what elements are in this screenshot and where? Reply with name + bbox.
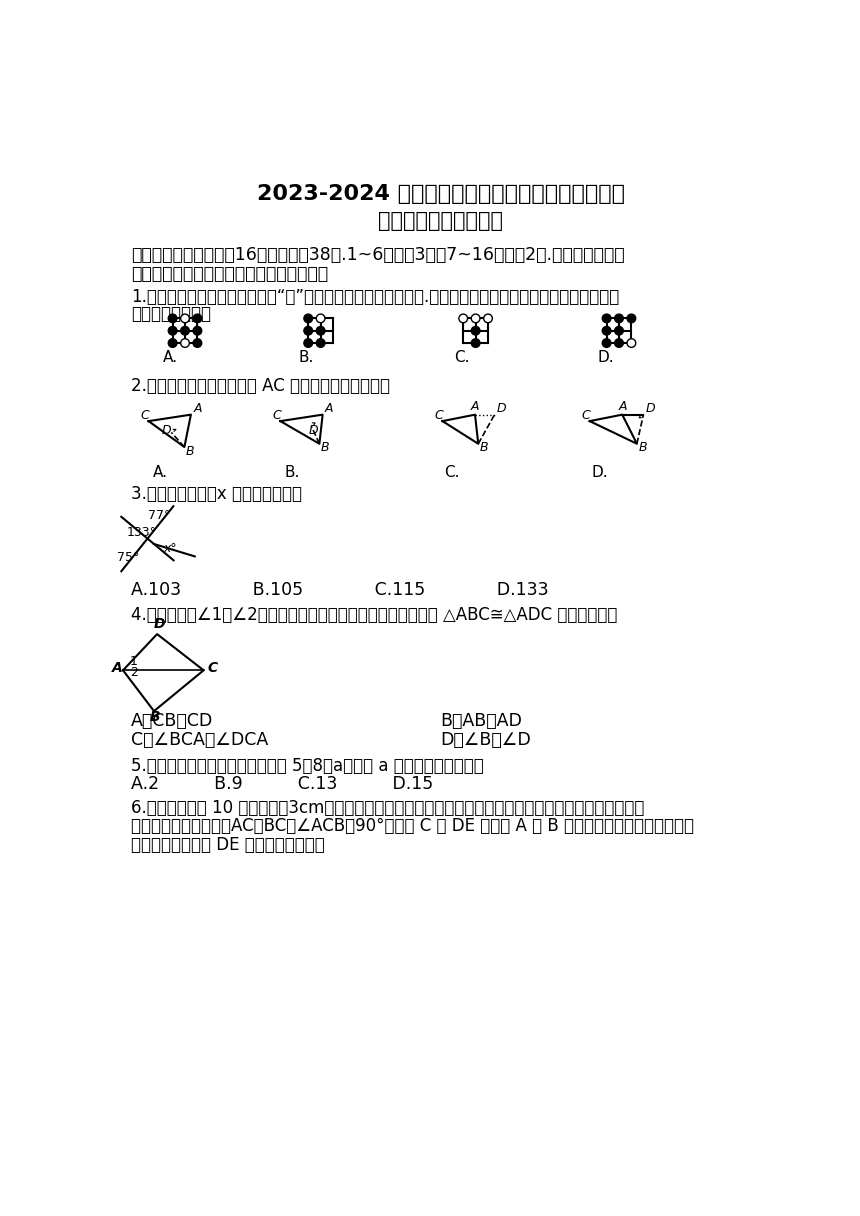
Text: 133°: 133° xyxy=(127,527,157,540)
Text: C.: C. xyxy=(444,466,459,480)
Text: D: D xyxy=(162,424,172,437)
Text: C.: C. xyxy=(454,350,470,365)
Text: B.: B. xyxy=(285,466,300,480)
Text: A.2          B.9          C.13          D.15: A.2 B.9 C.13 D.15 xyxy=(131,775,433,793)
Circle shape xyxy=(602,314,611,322)
Circle shape xyxy=(169,314,177,322)
Text: B: B xyxy=(321,441,329,455)
Circle shape xyxy=(471,326,480,336)
Text: D: D xyxy=(497,402,507,416)
Text: D: D xyxy=(154,617,165,631)
Text: 4.如图，已知∠1＝∠2，那么添加下列一个条件后，仍无法判定 △ABC≅△ADC 的是（　　）: 4.如图，已知∠1＝∠2，那么添加下列一个条件后，仍无法判定 △ABC≅△ADC… xyxy=(131,607,617,624)
Circle shape xyxy=(304,326,312,336)
Text: D．∠B＝∠D: D．∠B＝∠D xyxy=(440,731,531,749)
Text: 1: 1 xyxy=(130,655,138,668)
Circle shape xyxy=(316,314,325,322)
Circle shape xyxy=(471,314,480,322)
Text: B.: B. xyxy=(299,350,314,365)
Circle shape xyxy=(615,314,624,322)
Text: C: C xyxy=(273,409,281,422)
Circle shape xyxy=(181,339,189,348)
Text: 2.在下列图形中，正确画出 AC 边上的高的是（　　）: 2.在下列图形中，正确画出 AC 边上的高的是（ ） xyxy=(131,377,390,395)
Text: B: B xyxy=(638,441,647,455)
Text: B: B xyxy=(150,710,161,724)
Text: A.: A. xyxy=(163,350,178,365)
Text: x°: x° xyxy=(163,541,177,554)
Text: 四个选项中，只有一项是符合题目要求的）: 四个选项中，只有一项是符合题目要求的） xyxy=(131,265,328,283)
Text: C: C xyxy=(434,409,444,422)
Text: A: A xyxy=(194,402,202,416)
Text: A: A xyxy=(325,402,334,416)
Circle shape xyxy=(304,339,312,348)
Text: 八年级数学（人教版）: 八年级数学（人教版） xyxy=(378,212,503,231)
Circle shape xyxy=(316,339,325,348)
Text: 2: 2 xyxy=(130,665,138,679)
Circle shape xyxy=(627,339,636,348)
Text: C: C xyxy=(582,409,591,422)
Text: 一个等腰直角三角板（AC＝BC，∠ACB＝90°），点 C 在 DE 上，点 A 和 B 分别与木墙的顶端重合，则两: 一个等腰直角三角板（AC＝BC，∠ACB＝90°），点 C 在 DE 上，点 A… xyxy=(131,817,694,835)
Text: D: D xyxy=(309,423,318,437)
Text: B: B xyxy=(186,445,194,457)
Text: A.103             B.105             C.115             D.133: A.103 B.105 C.115 D.133 xyxy=(131,581,549,599)
Circle shape xyxy=(459,314,468,322)
Text: 3.下面的图形中，x 的就为（　　）: 3.下面的图形中，x 的就为（ ） xyxy=(131,485,302,502)
Circle shape xyxy=(181,314,189,322)
Circle shape xyxy=(304,314,312,322)
Circle shape xyxy=(615,326,624,336)
Circle shape xyxy=(169,326,177,336)
Circle shape xyxy=(602,326,611,336)
Text: B．AB＝AD: B．AB＝AD xyxy=(440,711,523,730)
Text: D.: D. xyxy=(598,350,614,365)
Text: A: A xyxy=(618,400,627,413)
Text: 77°: 77° xyxy=(148,510,170,523)
Circle shape xyxy=(193,314,202,322)
Text: C: C xyxy=(141,409,150,422)
Text: A.: A. xyxy=(153,466,169,480)
Circle shape xyxy=(483,314,493,322)
Circle shape xyxy=(193,326,202,336)
Text: C: C xyxy=(207,660,218,675)
Text: D.: D. xyxy=(591,466,608,480)
Circle shape xyxy=(316,326,325,336)
Text: A: A xyxy=(112,660,123,675)
Circle shape xyxy=(615,339,624,348)
Circle shape xyxy=(181,326,189,336)
Text: B: B xyxy=(480,441,488,455)
Text: 堵木墙之间的距离 DE 的长度为（　　）: 堵木墙之间的距离 DE 的长度为（ ） xyxy=(131,835,324,854)
Text: A: A xyxy=(471,400,480,413)
Text: 一、选择题（本大题全16个小题，全38分.1~6小题呅3分，7~16小题呅2分.在每小题给出的: 一、选择题（本大题全16个小题，全38分.1~6小题呅3分，7~16小题呅2分.… xyxy=(131,246,624,264)
Text: 2023-2024 学年度第一学期期中课堂教学质量检测: 2023-2024 学年度第一学期期中课堂教学质量检测 xyxy=(257,185,624,204)
Text: A．CB＝CD: A．CB＝CD xyxy=(131,711,213,730)
Text: C．∠BCA＝∠DCA: C．∠BCA＝∠DCA xyxy=(131,731,268,749)
Circle shape xyxy=(627,314,636,322)
Text: 6.如图，小虎用 10 块高度都是3cm的相同长方体小木块堂了两堵与地面垂直的木墙，木墙之间刚好可以放进: 6.如图，小虎用 10 块高度都是3cm的相同长方体小木块堂了两堵与地面垂直的木… xyxy=(131,799,644,817)
Circle shape xyxy=(471,339,480,348)
Circle shape xyxy=(193,339,202,348)
Text: 75°: 75° xyxy=(117,551,139,564)
Text: D: D xyxy=(646,402,655,416)
Text: 5.如果一个三角形的三边长分别为 5，8，a，那么 a 的値可能是（　　）: 5.如果一个三角形的三边长分别为 5，8，a，那么 a 的値可能是（ ） xyxy=(131,756,483,775)
Circle shape xyxy=(169,339,177,348)
Text: 1.围棋起源于中国，古代称之为“弈”，至今已有四千多年的历史.下列由黑、白棋子摆成的图案中，是轴对称: 1.围棋起源于中国，古代称之为“弈”，至今已有四千多年的历史.下列由黑、白棋子摆… xyxy=(131,288,619,306)
Text: 图形的是（　　）: 图形的是（ ） xyxy=(131,305,211,323)
Circle shape xyxy=(602,339,611,348)
